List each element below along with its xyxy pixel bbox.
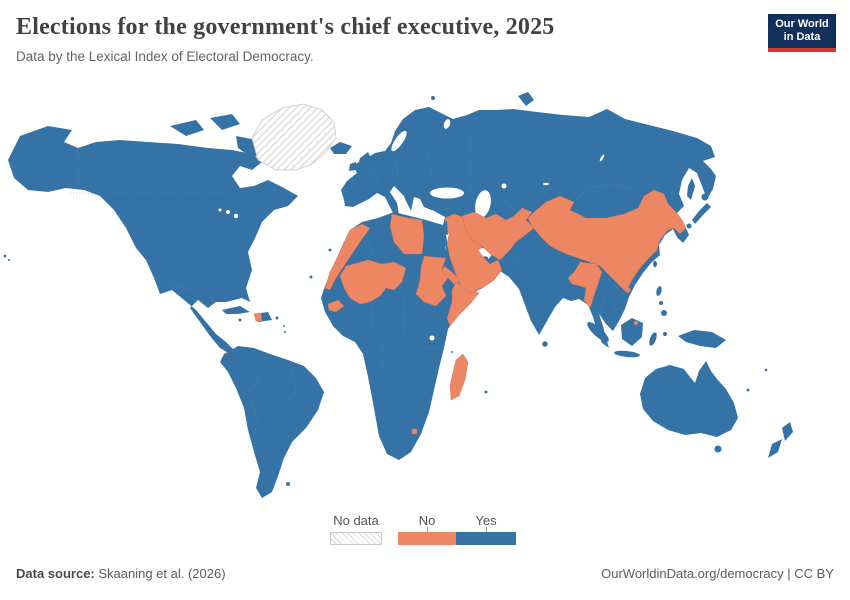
island-sakhalin	[687, 178, 695, 200]
owid-logo[interactable]: Our World in Data	[768, 14, 836, 52]
country-sudan-south-sudan[interactable]	[415, 255, 449, 307]
island-arctic-1	[170, 120, 204, 136]
legend-no-swatch[interactable]	[398, 532, 456, 545]
country-borders	[70, 136, 645, 449]
island-mauritius	[484, 390, 488, 394]
island-falklands	[286, 482, 290, 486]
country-haiti[interactable]	[253, 312, 263, 322]
country-israel[interactable]	[444, 221, 448, 235]
island-fiji	[764, 368, 768, 372]
legend-no-data-swatch[interactable]	[330, 532, 382, 545]
country-china-north-korea[interactable]	[527, 189, 687, 293]
black-sea	[430, 187, 464, 199]
island-honshu	[692, 203, 711, 224]
island-novaya-zemlya	[518, 92, 534, 106]
legend-yes-swatch[interactable]	[456, 532, 516, 545]
legend-no-label: No	[418, 513, 436, 528]
landmass-north-america[interactable]	[8, 126, 298, 354]
great-lake-3	[218, 208, 222, 212]
island-sumatra	[587, 322, 609, 342]
great-lake-1	[226, 210, 230, 214]
island-hawaii-wrap-2	[8, 259, 10, 261]
landmass-south-america[interactable]	[220, 346, 324, 498]
island-sri-lanka	[542, 341, 548, 347]
legend-no-data-label: No data	[333, 513, 379, 528]
island-luzon	[656, 286, 662, 296]
region-yes-landmasses[interactable]	[8, 107, 738, 498]
country-morocco-western-sahara[interactable]	[324, 223, 371, 291]
legend-no-tick	[427, 527, 428, 532]
region-no-countries[interactable]	[253, 189, 687, 435]
island-kyushu	[686, 223, 692, 229]
data-source: Data source: Skaaning et al. (2026)	[16, 566, 226, 581]
caspian-sea	[475, 190, 491, 218]
island-antilles-2	[284, 331, 286, 333]
legend-yes-label: Yes	[475, 513, 497, 528]
island-tasmania	[714, 445, 722, 453]
island-great-britain	[358, 152, 372, 174]
legend-bar: No Yes	[398, 513, 516, 545]
legend-no-data[interactable]: No data	[330, 513, 382, 545]
island-puerto-rico	[275, 316, 279, 320]
data-source-text: Skaaning et al. (2026)	[94, 566, 226, 581]
legend-no[interactable]: No	[398, 513, 456, 545]
island-svalbard	[431, 96, 435, 100]
island-ireland	[349, 162, 356, 171]
landmass-australia[interactable]	[640, 361, 738, 437]
island-cape-verde	[309, 275, 313, 279]
country-madagascar[interactable]	[449, 353, 469, 401]
country-mali-burkina-niger[interactable]	[339, 259, 407, 305]
owid-logo-line2: in Data	[783, 31, 821, 43]
map-legend: No data No Yes	[330, 513, 516, 545]
island-borneo	[621, 318, 643, 346]
lake-victoria	[429, 335, 435, 341]
country-china-hainan[interactable]	[625, 287, 631, 293]
footer-link[interactable]: OurWorldinData.org/democracy | CC BY	[601, 566, 834, 581]
country-guinea[interactable]	[327, 299, 345, 313]
island-new-caledonia	[746, 388, 750, 392]
baltic-sea	[391, 130, 407, 152]
page-title: Elections for the government's chief exe…	[16, 14, 555, 40]
island-comoros	[451, 351, 453, 353]
island-cuba	[222, 306, 250, 314]
country-eswatini[interactable]	[411, 428, 418, 435]
aral-sea	[501, 183, 507, 189]
chart-header: Elections for the government's chief exe…	[16, 14, 754, 64]
owid-logo-line1: Our World	[775, 18, 829, 31]
country-brunei[interactable]	[633, 320, 639, 326]
chart-footer: Data source: Skaaning et al. (2026) OurW…	[16, 566, 834, 581]
island-java	[614, 350, 640, 358]
island-nz-north	[782, 422, 793, 441]
data-source-label: Data source:	[16, 566, 95, 581]
island-sulawesi	[649, 332, 657, 346]
island-mindanao	[661, 310, 667, 316]
country-greenland-no-data[interactable]	[251, 103, 337, 171]
legend-yes-tick	[486, 527, 487, 532]
island-iceland	[330, 142, 352, 154]
lake-balkhash	[543, 182, 549, 186]
legend-yes[interactable]: Yes	[456, 513, 516, 545]
island-new-guinea	[678, 330, 726, 348]
island-visayas	[659, 301, 663, 305]
page-subtitle: Data by the Lexical Index of Electoral D…	[16, 49, 314, 65]
island-hokkaido	[701, 193, 709, 201]
island-antilles-1	[283, 325, 285, 327]
islands-yes[interactable]	[3, 92, 793, 486]
island-taiwan	[653, 260, 657, 268]
island-hawaii-wrap	[3, 254, 7, 258]
island-nz-south	[768, 439, 782, 458]
island-jamaica	[238, 318, 242, 322]
white-sea	[443, 119, 451, 129]
island-maluku	[663, 332, 667, 336]
great-lake-2	[233, 213, 239, 219]
island-arctic-2	[210, 114, 240, 130]
island-canary	[328, 248, 332, 252]
country-libya[interactable]	[389, 213, 425, 255]
lake-baikal	[599, 154, 605, 162]
country-myanmar-bangladesh[interactable]	[567, 261, 603, 309]
